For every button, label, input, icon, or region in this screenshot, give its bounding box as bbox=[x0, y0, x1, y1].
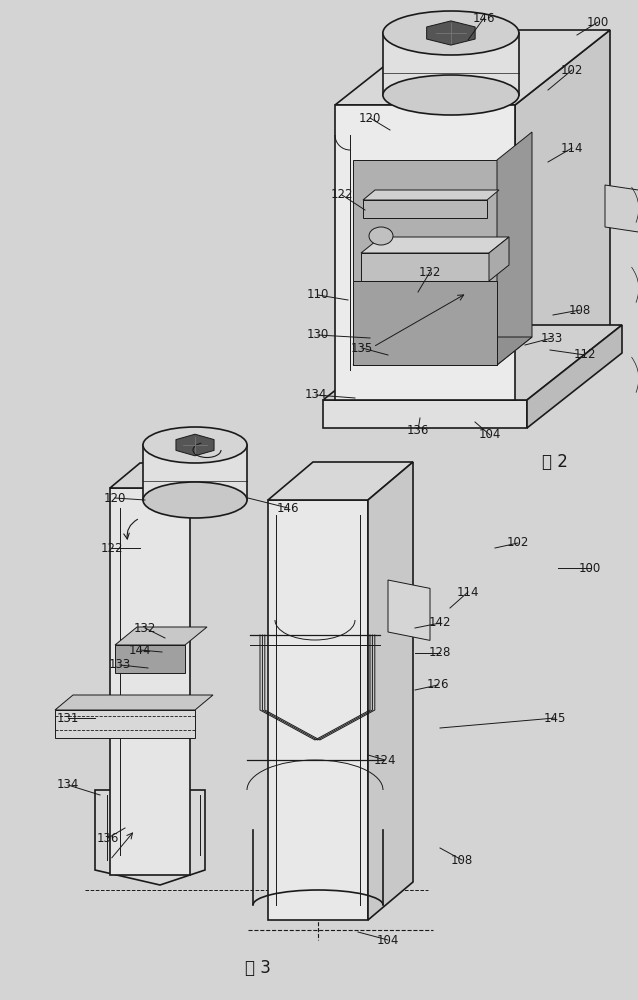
Polygon shape bbox=[110, 488, 190, 875]
Polygon shape bbox=[176, 434, 214, 456]
Polygon shape bbox=[368, 462, 413, 920]
Text: 104: 104 bbox=[478, 428, 501, 442]
Ellipse shape bbox=[369, 227, 393, 245]
Polygon shape bbox=[361, 253, 489, 281]
Text: 146: 146 bbox=[473, 11, 495, 24]
Text: 122: 122 bbox=[101, 542, 123, 554]
Polygon shape bbox=[55, 710, 195, 738]
Polygon shape bbox=[95, 790, 205, 885]
Text: 114: 114 bbox=[457, 585, 479, 598]
Text: 133: 133 bbox=[541, 332, 563, 344]
Polygon shape bbox=[143, 445, 247, 500]
Polygon shape bbox=[268, 462, 413, 500]
Text: 120: 120 bbox=[104, 491, 126, 504]
Polygon shape bbox=[335, 105, 515, 400]
Text: 114: 114 bbox=[561, 141, 583, 154]
Polygon shape bbox=[115, 627, 207, 645]
Text: 134: 134 bbox=[57, 778, 79, 792]
Text: 图 3: 图 3 bbox=[245, 959, 271, 977]
Text: 136: 136 bbox=[407, 424, 429, 436]
Polygon shape bbox=[361, 237, 509, 253]
Ellipse shape bbox=[383, 75, 519, 115]
Text: 110: 110 bbox=[307, 288, 329, 302]
Text: 图 2: 图 2 bbox=[542, 453, 568, 471]
Text: 124: 124 bbox=[374, 754, 396, 766]
Text: 108: 108 bbox=[569, 304, 591, 316]
Polygon shape bbox=[335, 30, 610, 105]
Ellipse shape bbox=[383, 11, 519, 55]
Polygon shape bbox=[353, 281, 497, 365]
Polygon shape bbox=[489, 237, 509, 281]
Polygon shape bbox=[353, 160, 497, 365]
Polygon shape bbox=[323, 325, 622, 400]
Polygon shape bbox=[497, 132, 532, 365]
Polygon shape bbox=[527, 325, 622, 428]
Text: 102: 102 bbox=[561, 64, 583, 77]
Polygon shape bbox=[363, 190, 499, 200]
Text: 142: 142 bbox=[429, 616, 451, 630]
Text: 134: 134 bbox=[305, 388, 327, 401]
Text: 126: 126 bbox=[427, 678, 449, 692]
Text: 112: 112 bbox=[574, 349, 597, 361]
Text: 122: 122 bbox=[330, 188, 353, 202]
Text: 120: 120 bbox=[359, 111, 381, 124]
Text: 102: 102 bbox=[507, 536, 529, 550]
Text: 133: 133 bbox=[109, 658, 131, 672]
Polygon shape bbox=[55, 695, 213, 710]
Polygon shape bbox=[427, 21, 475, 45]
Polygon shape bbox=[515, 30, 610, 400]
Text: 146: 146 bbox=[277, 502, 299, 514]
Polygon shape bbox=[110, 463, 220, 488]
Text: 108: 108 bbox=[451, 854, 473, 866]
Text: 144: 144 bbox=[129, 644, 151, 656]
Text: 100: 100 bbox=[579, 562, 601, 574]
Polygon shape bbox=[323, 400, 527, 428]
Polygon shape bbox=[268, 500, 368, 920]
Text: 131: 131 bbox=[57, 712, 79, 724]
Text: 130: 130 bbox=[307, 328, 329, 342]
Polygon shape bbox=[383, 33, 519, 95]
Polygon shape bbox=[115, 645, 185, 673]
Ellipse shape bbox=[143, 427, 247, 463]
Ellipse shape bbox=[143, 482, 247, 518]
Text: 104: 104 bbox=[377, 934, 399, 946]
Text: 100: 100 bbox=[587, 15, 609, 28]
Text: 132: 132 bbox=[419, 265, 441, 278]
Text: 145: 145 bbox=[544, 712, 566, 724]
Polygon shape bbox=[605, 185, 638, 233]
Text: 132: 132 bbox=[134, 621, 156, 635]
Text: 136: 136 bbox=[97, 832, 119, 844]
Text: 128: 128 bbox=[429, 647, 451, 660]
Polygon shape bbox=[363, 200, 487, 218]
Polygon shape bbox=[353, 337, 532, 365]
Polygon shape bbox=[388, 580, 430, 640]
Text: 135: 135 bbox=[351, 342, 373, 355]
